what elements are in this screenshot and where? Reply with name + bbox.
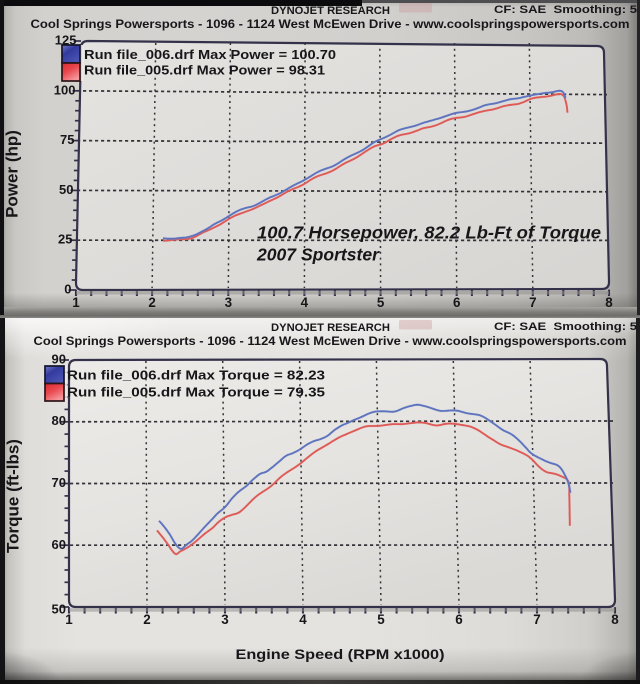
- svg-text:5: 5: [377, 612, 385, 627]
- svg-text:DYNOJET RESEARCH: DYNOJET RESEARCH: [271, 5, 390, 17]
- svg-text:80: 80: [52, 413, 66, 428]
- svg-text:5: 5: [377, 295, 385, 310]
- svg-text:50: 50: [59, 182, 73, 197]
- svg-text:Run file_005.drf Max Power = 9: Run file_005.drf Max Power = 98.31: [84, 64, 325, 78]
- svg-text:100.7 Horsepower, 82.2 Lb-Ft o: 100.7 Horsepower, 82.2 Lb-Ft of Torque: [257, 223, 601, 243]
- svg-text:3: 3: [225, 295, 232, 310]
- svg-text:2007 Sportster: 2007 Sportster: [256, 245, 380, 265]
- svg-text:7: 7: [533, 612, 540, 627]
- svg-text:Run file_006.drf Max Torque =: Run file_006.drf Max Torque = 82.23: [67, 369, 325, 383]
- svg-text:3: 3: [221, 612, 228, 627]
- svg-text:1: 1: [72, 295, 80, 310]
- svg-text:90: 90: [52, 352, 66, 367]
- svg-text:Cool Springs Powersports - 109: Cool Springs Powersports - 1096 - 1124 W…: [31, 19, 630, 31]
- svg-text:2: 2: [143, 612, 150, 627]
- svg-text:60: 60: [52, 537, 66, 552]
- svg-text:Engine Speed (RPM x1000): Engine Speed (RPM x1000): [236, 646, 445, 662]
- svg-text:Run file_006.drf Max Power = 1: Run file_006.drf Max Power = 100.70: [84, 48, 336, 62]
- svg-text:DYNOJET RESEARCH: DYNOJET RESEARCH: [271, 322, 390, 334]
- svg-text:Power (hp): Power (hp): [3, 130, 22, 218]
- svg-text:CF: SAE Smoothing: 5: CF: SAE Smoothing: 5: [494, 321, 637, 333]
- svg-text:70: 70: [52, 475, 66, 490]
- svg-text:0: 0: [64, 282, 71, 297]
- svg-text:100: 100: [54, 82, 76, 97]
- svg-text:4: 4: [299, 612, 307, 627]
- svg-text:CF: SAE Smoothing: 5: CF: SAE Smoothing: 5: [494, 4, 637, 16]
- svg-text:6: 6: [455, 612, 462, 627]
- svg-text:75: 75: [60, 132, 74, 147]
- svg-text:25: 25: [58, 232, 72, 247]
- svg-text:7: 7: [529, 295, 536, 310]
- svg-text:125: 125: [55, 33, 77, 48]
- svg-text:1: 1: [65, 612, 73, 627]
- svg-text:2: 2: [148, 295, 155, 310]
- svg-text:Torque (ft-lbs): Torque (ft-lbs): [4, 439, 23, 553]
- svg-text:Run file_005.drf Max Torque =: Run file_005.drf Max Torque = 79.35: [67, 386, 325, 400]
- svg-text:6: 6: [453, 295, 460, 310]
- svg-text:4: 4: [301, 295, 309, 310]
- svg-text:Cool Springs Powersports - 109: Cool Springs Powersports - 1096 - 1124 W…: [34, 336, 627, 348]
- svg-text:8: 8: [605, 295, 613, 310]
- svg-text:8: 8: [611, 612, 619, 627]
- svg-text:50: 50: [52, 602, 66, 617]
